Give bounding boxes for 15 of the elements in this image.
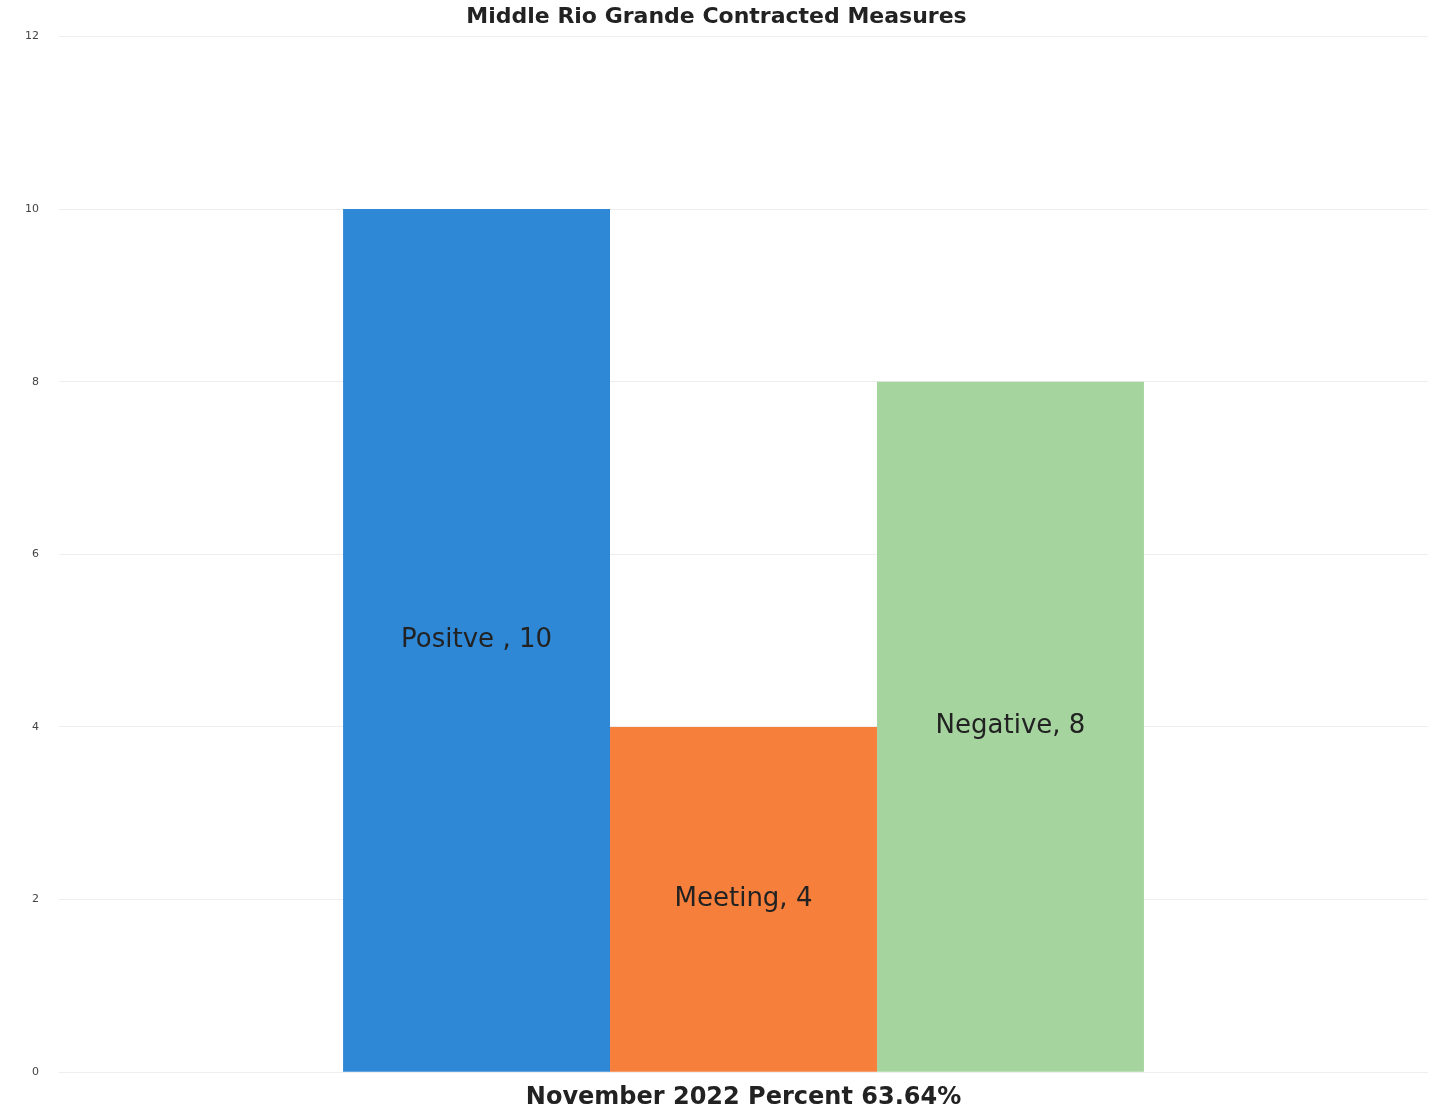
y-tick-label: 8	[32, 374, 39, 388]
data-label: Positve , 10	[401, 623, 552, 654]
y-tick-label: 6	[32, 547, 39, 561]
bar	[343, 209, 611, 1072]
chart-title: Middle Rio Grande Contracted Measures	[466, 2, 967, 28]
data-label: Meeting, 4	[674, 882, 813, 913]
y-tick-label: 4	[32, 719, 39, 733]
y-tick-label: 2	[32, 892, 39, 906]
x-tick-label: November 2022 Percent 63.64%	[525, 1081, 962, 1110]
y-tick-label: 12	[25, 29, 39, 43]
bar	[610, 726, 877, 1072]
y-tick-label: 0	[32, 1065, 39, 1079]
data-label: Negative, 8	[935, 709, 1086, 740]
y-tick-label: 10	[25, 201, 39, 215]
bar	[876, 381, 1144, 1072]
